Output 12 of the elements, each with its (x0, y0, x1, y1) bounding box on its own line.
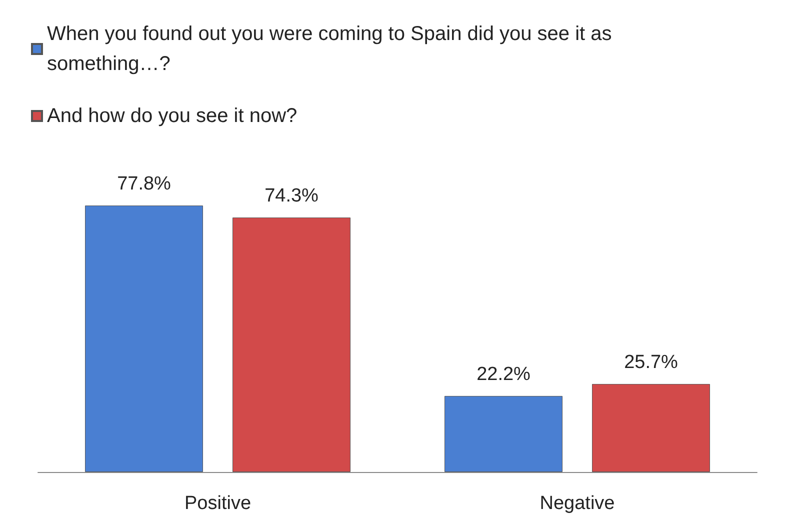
data-label: 25.7% (624, 352, 678, 373)
bar (232, 218, 350, 472)
bar (592, 384, 710, 472)
bar (444, 396, 562, 472)
legend-label: When you found out you were coming to Spain did you see it as something…? (47, 23, 618, 75)
x-tick-label: Negative (540, 493, 615, 514)
bar (85, 206, 203, 472)
x-tick-label: Positive (184, 493, 252, 514)
data-label: 22.2% (476, 364, 531, 385)
legend-label: And how do you see it now? (47, 105, 298, 127)
data-label: 74.3% (264, 186, 319, 207)
data-label: 77.8% (117, 174, 172, 195)
